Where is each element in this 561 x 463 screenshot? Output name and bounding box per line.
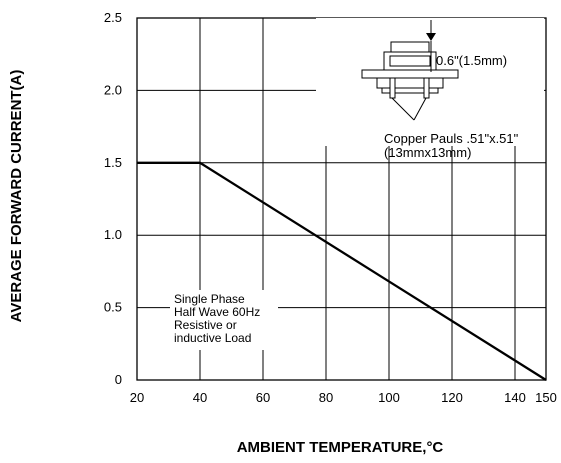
load-note-line-2: Half Wave 60Hz [174,305,260,319]
y-tick-labels: 0 0.5 1.0 1.5 2.0 2.5 [104,10,122,387]
pad-note-line-1: Copper Pauls .51"x.51" [384,131,519,146]
y-axis-label: AVERAGE FORWARD CURRENT(A) [8,70,25,323]
y-tick-label-0: 0 [115,372,122,387]
load-note-line-3: Resistive or [174,318,237,332]
y-tick-label-1.0: 1.0 [104,227,122,242]
x-axis-label: AMBIENT TEMPERATURE,°C [237,439,444,456]
x-tick-label-140: 140 [504,390,526,405]
load-note-line-1: Single Phase [174,292,245,306]
y-tick-label-0.5: 0.5 [104,300,122,315]
x-tick-labels: 20 40 60 80 100 120 140 150 [130,390,557,405]
dimension-label: 0.6"(1.5mm) [436,53,507,68]
package-mounting-diagram: 0.6"(1.5mm) Copper Pauls .51"x.51" (13mm… [316,18,544,160]
y-tick-label-2.0: 2.0 [104,82,122,97]
load-note-line-4: inductive Load [174,331,251,345]
x-tick-label-20: 20 [130,390,144,405]
y-tick-label-2.5: 2.5 [104,10,122,25]
x-tick-label-80: 80 [319,390,333,405]
pad-note-line-2: (13mmx13mm) [384,145,471,160]
load-note: Single Phase Half Wave 60Hz Resistive or… [170,290,278,350]
x-tick-label-120: 120 [441,390,463,405]
x-tick-label-100: 100 [378,390,400,405]
x-tick-label-150: 150 [535,390,557,405]
y-tick-label-1.5: 1.5 [104,155,122,170]
x-tick-label-60: 60 [256,390,270,405]
derating-curve [137,161,547,381]
x-tick-label-40: 40 [193,390,207,405]
